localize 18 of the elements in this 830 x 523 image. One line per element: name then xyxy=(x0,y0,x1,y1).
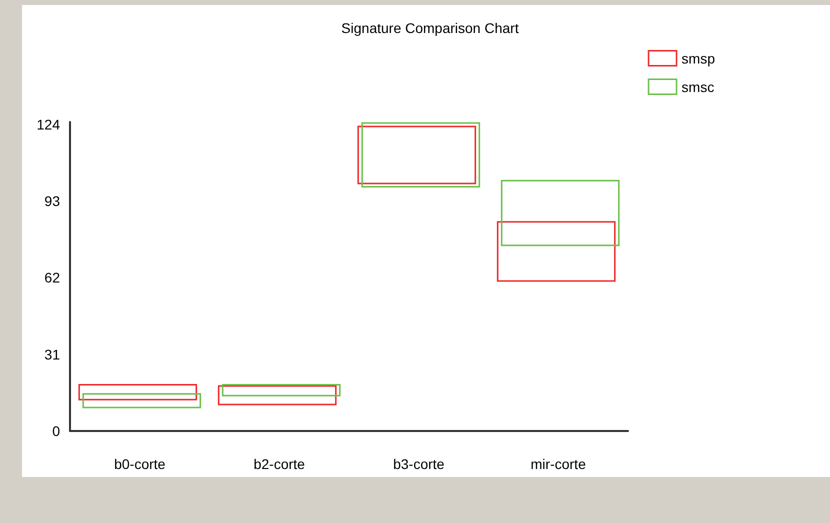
x-tick-label: b3-corte xyxy=(393,456,445,472)
legend-label: smsp xyxy=(682,50,716,66)
y-tick-label: 124 xyxy=(36,116,60,132)
y-tick-label: 0 xyxy=(52,423,60,439)
x-tick-label: b2-corte xyxy=(254,456,306,472)
bar xyxy=(500,180,620,246)
chart-title: Signature Comparison Chart xyxy=(341,20,519,36)
bar xyxy=(222,384,341,396)
y-tick-label: 62 xyxy=(44,270,60,286)
x-tick-label: mir-corte xyxy=(530,456,586,472)
bar xyxy=(496,221,616,282)
bar xyxy=(218,385,337,406)
y-tick-label: 31 xyxy=(44,346,60,362)
y-tick-label: 93 xyxy=(44,193,60,210)
bar xyxy=(82,393,202,408)
bar xyxy=(78,384,198,400)
legend-label: smsc xyxy=(682,78,714,95)
x-tick-label: b0-corte xyxy=(114,456,166,472)
